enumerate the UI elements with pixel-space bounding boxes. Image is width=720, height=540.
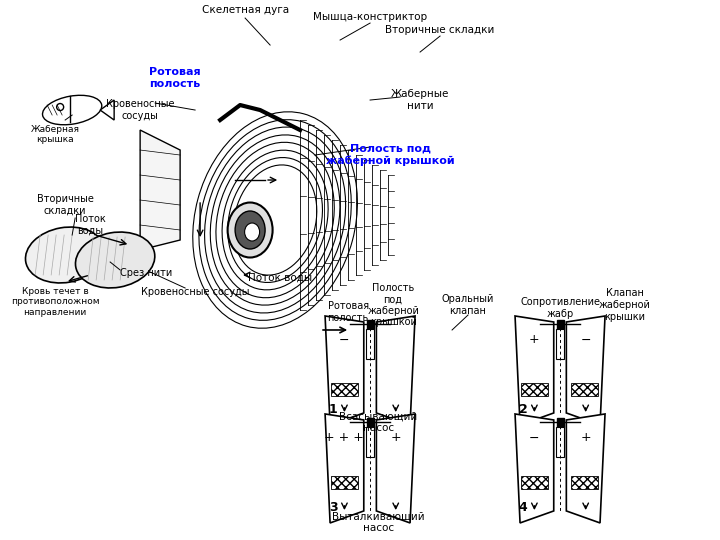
Bar bbox=[366, 320, 374, 329]
Text: Кровь течет в
противоположном
направлении: Кровь течет в противоположном направлени… bbox=[11, 287, 99, 317]
Text: Клапан
жаберной
крышки: Клапан жаберной крышки bbox=[599, 288, 651, 322]
Text: Срез нити: Срез нити bbox=[120, 268, 172, 278]
Ellipse shape bbox=[228, 202, 273, 258]
Bar bbox=[556, 329, 564, 359]
Polygon shape bbox=[377, 414, 415, 523]
Ellipse shape bbox=[42, 95, 102, 125]
Text: Мышца-констриктор: Мышца-констриктор bbox=[313, 12, 427, 22]
Bar bbox=[366, 418, 374, 427]
Bar bbox=[331, 476, 358, 489]
Polygon shape bbox=[567, 414, 605, 523]
Text: 3: 3 bbox=[329, 502, 338, 515]
Text: Сопротивление
жабр: Сопротивление жабр bbox=[520, 297, 600, 319]
Polygon shape bbox=[515, 316, 554, 425]
Ellipse shape bbox=[235, 211, 265, 249]
Text: Ротовая
полость: Ротовая полость bbox=[328, 301, 369, 323]
Polygon shape bbox=[567, 316, 605, 425]
Bar bbox=[557, 418, 564, 427]
Text: 4: 4 bbox=[518, 502, 528, 515]
Text: +: + bbox=[529, 334, 540, 347]
Bar bbox=[521, 476, 548, 489]
Ellipse shape bbox=[57, 104, 63, 111]
Polygon shape bbox=[140, 130, 180, 250]
Text: +: + bbox=[390, 431, 401, 444]
Text: 1: 1 bbox=[329, 403, 338, 416]
Text: Скелетная дуга: Скелетная дуга bbox=[202, 5, 289, 15]
Text: Вторичные складки: Вторичные складки bbox=[385, 25, 495, 35]
Polygon shape bbox=[377, 316, 415, 425]
Text: Полость под
жаберной крышкой: Полость под жаберной крышкой bbox=[325, 144, 454, 166]
Text: −: − bbox=[529, 431, 540, 444]
Text: + + +: + + + bbox=[325, 431, 364, 444]
Bar bbox=[556, 427, 564, 457]
Text: Жаберная
крышка: Жаберная крышка bbox=[31, 125, 80, 144]
Polygon shape bbox=[325, 414, 364, 523]
Text: Кровеносные
сосуды: Кровеносные сосуды bbox=[106, 99, 174, 121]
Ellipse shape bbox=[25, 227, 105, 283]
Polygon shape bbox=[325, 316, 364, 425]
Text: Вторичные
складки: Вторичные складки bbox=[37, 194, 94, 216]
Text: Поток
воды: Поток воды bbox=[75, 214, 106, 236]
Bar bbox=[572, 476, 598, 489]
Text: Жаберные
нити: Жаберные нити bbox=[391, 89, 449, 111]
Text: Поток воды: Поток воды bbox=[248, 273, 312, 283]
Bar bbox=[572, 383, 598, 396]
Bar bbox=[331, 383, 358, 396]
Text: Ротовая
полость: Ротовая полость bbox=[149, 68, 201, 89]
Text: Оральный
клапан: Оральный клапан bbox=[442, 294, 494, 316]
Bar bbox=[521, 383, 548, 396]
Text: Кровеносные сосуды: Кровеносные сосуды bbox=[141, 287, 249, 297]
Text: −: − bbox=[339, 334, 350, 347]
Bar bbox=[366, 329, 374, 359]
Text: +: + bbox=[580, 431, 591, 444]
Ellipse shape bbox=[245, 223, 260, 241]
Polygon shape bbox=[100, 100, 114, 120]
Text: Полость
под
жаберной
крышкой: Полость под жаберной крышкой bbox=[367, 282, 419, 327]
Bar bbox=[366, 427, 374, 457]
Text: Всасывающий
насос: Всасывающий насос bbox=[339, 411, 417, 433]
Polygon shape bbox=[515, 414, 554, 523]
Bar bbox=[557, 320, 564, 329]
Text: −: − bbox=[580, 334, 591, 347]
Ellipse shape bbox=[76, 232, 155, 288]
Text: Выталкивающий
насос: Выталкивающий насос bbox=[332, 511, 424, 533]
Text: 2: 2 bbox=[518, 403, 528, 416]
